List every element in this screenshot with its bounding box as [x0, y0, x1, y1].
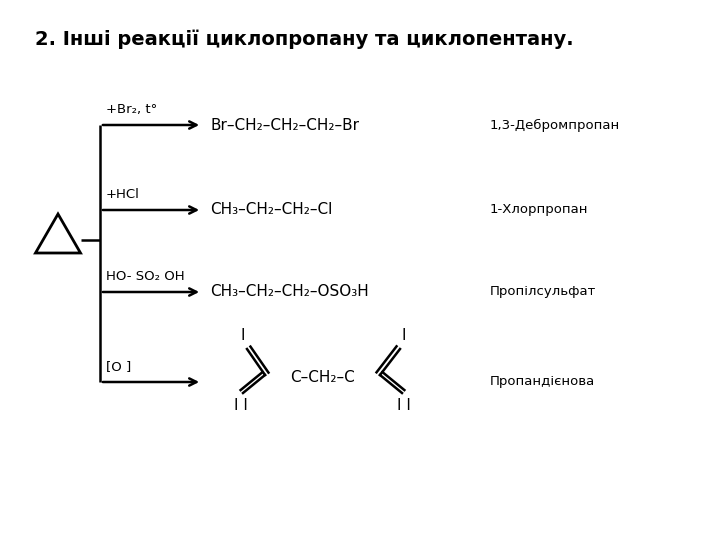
- Text: [О ]: [О ]: [106, 360, 131, 373]
- Text: CH₃–CH₂–CH₂–OSO₃H: CH₃–CH₂–CH₂–OSO₃H: [210, 285, 369, 300]
- Text: C–CH₂–C: C–CH₂–C: [290, 369, 355, 384]
- Text: CH₃–CH₂–CH₂–Cl: CH₃–CH₂–CH₂–Cl: [210, 202, 333, 218]
- Text: І І: І І: [397, 398, 411, 413]
- Text: +HCl: +HCl: [106, 188, 140, 201]
- Text: 2. Інші реакції циклопропану та циклопентану.: 2. Інші реакції циклопропану та циклопен…: [35, 30, 574, 50]
- Text: Пропілсульфат: Пропілсульфат: [490, 286, 596, 299]
- Text: Пропандієнова: Пропандієнова: [490, 375, 595, 388]
- Text: Br–CH₂–CH₂–CH₂–Br: Br–CH₂–CH₂–CH₂–Br: [210, 118, 359, 132]
- Text: HO- SO₂ OH: HO- SO₂ OH: [106, 270, 184, 283]
- Text: +Br₂, t°: +Br₂, t°: [106, 103, 157, 116]
- Text: І: І: [240, 328, 246, 343]
- Text: 1-Хлорпропан: 1-Хлорпропан: [490, 204, 588, 217]
- Text: І: І: [402, 328, 406, 343]
- Text: 1,3-Дебромпропан: 1,3-Дебромпропан: [490, 118, 620, 132]
- Text: І І: І І: [234, 398, 248, 413]
